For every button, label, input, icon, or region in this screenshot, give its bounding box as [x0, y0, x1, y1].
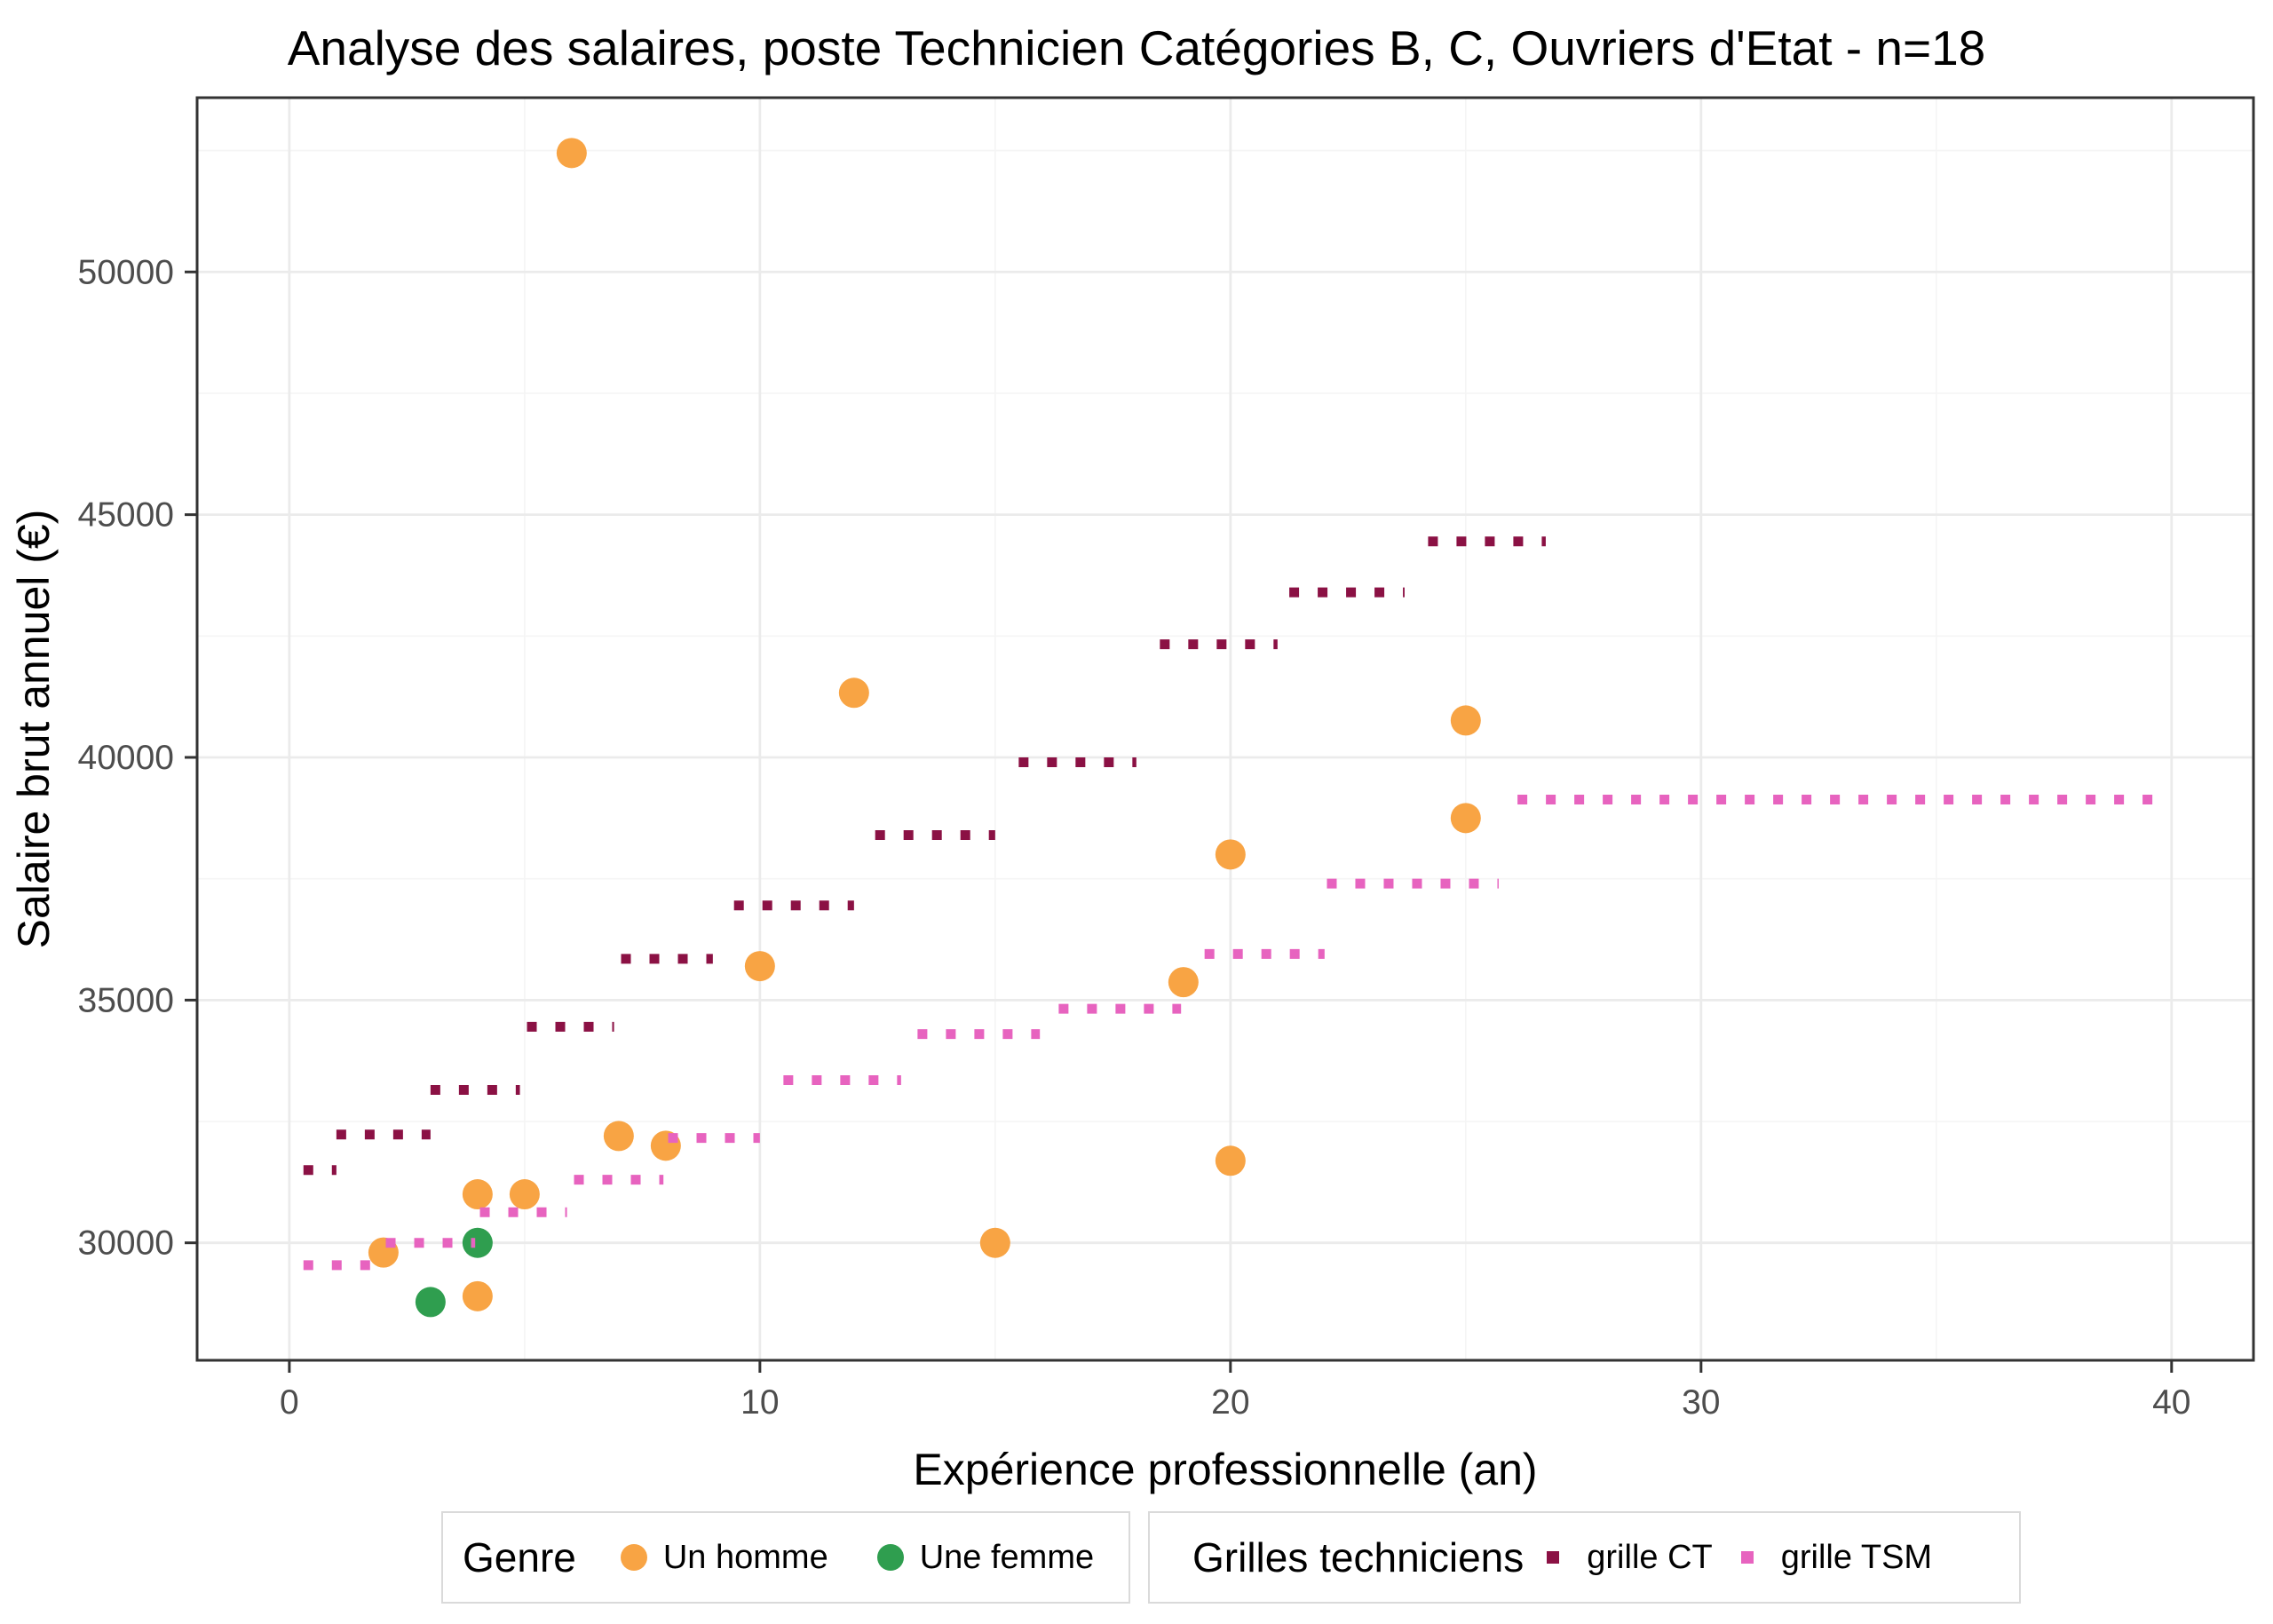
point-homme-8 [838, 677, 869, 709]
legend-key-tsm-icon [1740, 1551, 1754, 1564]
point-homme-14 [1450, 705, 1481, 736]
y-tick-label-50000: 50000 [78, 253, 174, 291]
panel-border [195, 96, 2255, 1362]
y-tick-label-40000: 40000 [78, 739, 174, 777]
chart-title: Analyse des salaires, poste Technicien C… [287, 20, 1986, 75]
y-tick-label-30000: 30000 [78, 1224, 174, 1263]
x-tick-label-20: 20 [1211, 1383, 1249, 1422]
legend-label-tsm: grille TSM [1780, 1538, 1933, 1576]
legend-key-ct-icon [1547, 1551, 1560, 1564]
legend-key-homme-icon [620, 1544, 647, 1571]
legend-label-homme: Un homme [662, 1538, 828, 1576]
legend-grilles: Grilles techniciens grille CT grille TSM [1148, 1511, 2021, 1604]
point-homme-3 [509, 1179, 540, 1210]
x-tick-label-40: 40 [2152, 1383, 2190, 1422]
point-homme-2 [462, 1179, 493, 1210]
legend-label-ct: grille CT [1587, 1538, 1713, 1576]
y-tick-label-45000: 45000 [78, 496, 174, 535]
point-homme-9 [979, 1227, 1010, 1258]
x-tick-label-0: 0 [280, 1383, 299, 1422]
x-axis-title: Expérience professionnelle (an) [913, 1445, 1537, 1494]
legend-label-femme: Une femme [919, 1538, 1095, 1576]
y-tick-label-35000: 35000 [78, 981, 174, 1019]
point-homme-4 [556, 138, 587, 169]
legend-key-femme-icon [876, 1544, 904, 1571]
x-tick-label-30: 30 [1682, 1383, 1720, 1422]
point-homme-11 [1215, 1145, 1246, 1176]
point-homme-10 [1168, 967, 1199, 998]
point-homme-1 [462, 1280, 493, 1311]
point-femme-1 [462, 1227, 493, 1258]
point-femme-0 [415, 1287, 446, 1318]
point-homme-5 [603, 1121, 634, 1152]
legend-genre: Genre Un homme Une femme [441, 1511, 1130, 1604]
legend-genre-title: Genre [463, 1534, 576, 1580]
y-axis-title: Salaire brut annuel (€) [9, 510, 59, 949]
point-homme-12 [1215, 839, 1246, 870]
point-homme-13 [1450, 803, 1481, 834]
point-homme-7 [744, 951, 775, 982]
x-tick-label-10: 10 [741, 1383, 779, 1422]
legend-grilles-title: Grilles techniciens [1192, 1534, 1525, 1580]
